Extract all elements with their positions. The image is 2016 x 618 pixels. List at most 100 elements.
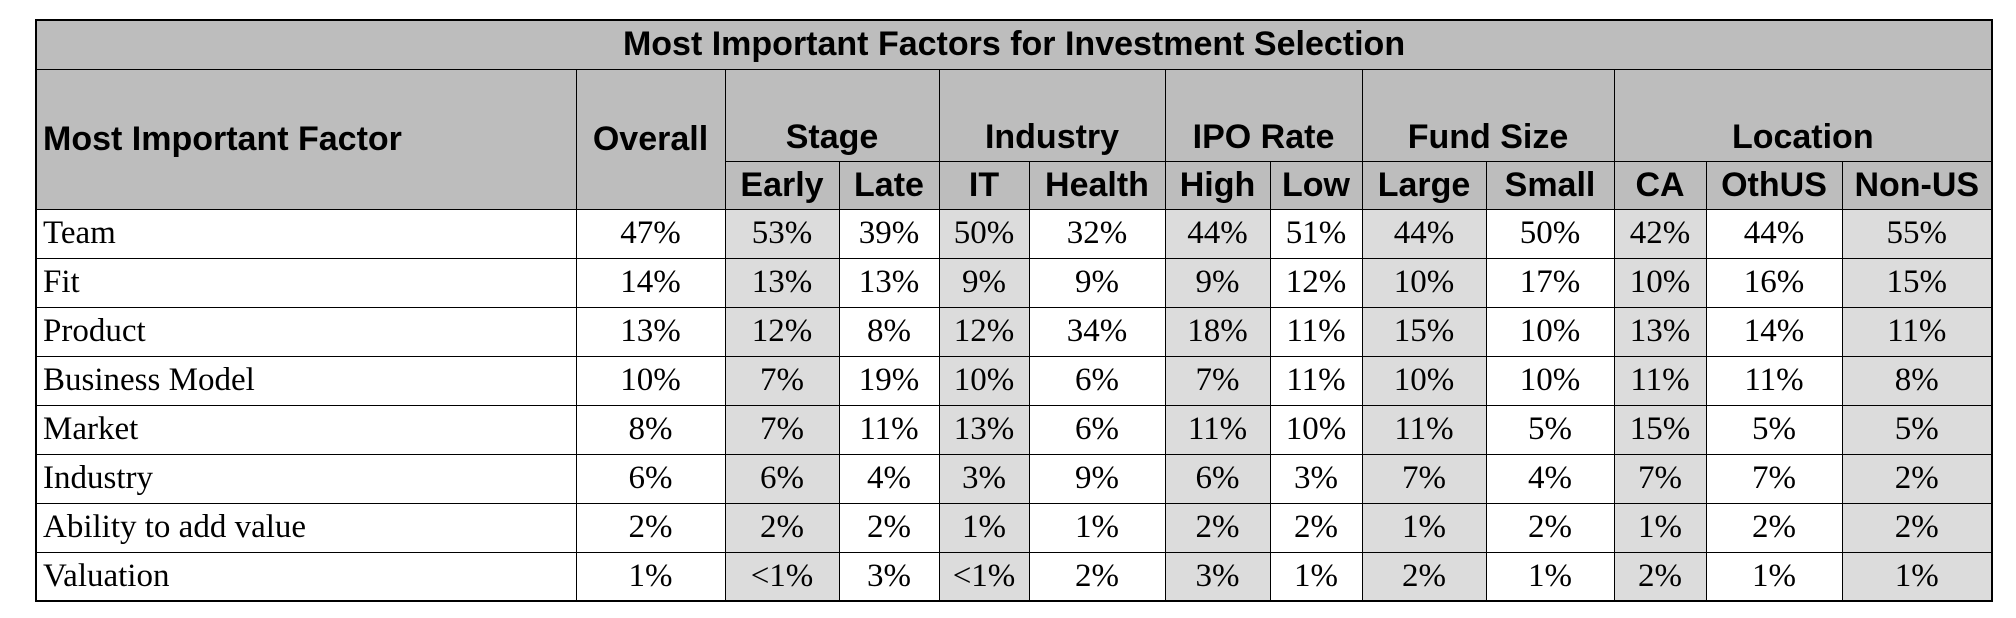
value-cell: 8%: [1841, 355, 1993, 406]
value-cell: 3%: [1164, 551, 1271, 602]
factor-label: Market: [35, 404, 577, 455]
value-cell: 1%: [938, 502, 1030, 553]
value-cell: 16%: [1705, 257, 1843, 308]
value-cell: 2%: [1361, 551, 1487, 602]
value-cell: 7%: [1164, 355, 1271, 406]
value-cell: 17%: [1485, 257, 1615, 308]
value-cell: 9%: [1028, 453, 1166, 504]
value-cell: 7%: [724, 404, 840, 455]
value-cell: 9%: [1164, 257, 1271, 308]
value-cell: 51%: [1269, 208, 1363, 259]
factor-label: Team: [35, 208, 577, 259]
group-header-ipo-rate: IPO Rate: [1164, 68, 1363, 162]
value-cell: 19%: [838, 355, 940, 406]
value-cell: 2%: [838, 502, 940, 553]
column-header-othus: OthUS: [1705, 160, 1843, 210]
value-cell: 15%: [1613, 404, 1707, 455]
factor-label: Ability to add value: [35, 502, 577, 553]
value-cell: 13%: [724, 257, 840, 308]
value-cell: 50%: [1485, 208, 1615, 259]
group-header-industry: Industry: [938, 68, 1166, 162]
value-cell: 2%: [1705, 502, 1843, 553]
column-header-early: Early: [724, 160, 840, 210]
value-cell: 7%: [1705, 453, 1843, 504]
overall-value-cell: 10%: [575, 355, 726, 406]
value-cell: 32%: [1028, 208, 1166, 259]
factor-label: Product: [35, 306, 577, 357]
value-cell: 2%: [1613, 551, 1707, 602]
group-header-fund-size: Fund Size: [1361, 68, 1615, 162]
value-cell: 7%: [1613, 453, 1707, 504]
value-cell: 10%: [1269, 404, 1363, 455]
value-cell: 44%: [1164, 208, 1271, 259]
value-cell: 44%: [1361, 208, 1487, 259]
value-cell: 8%: [838, 306, 940, 357]
value-cell: 13%: [938, 404, 1030, 455]
value-cell: 6%: [1028, 355, 1166, 406]
value-cell: 1%: [1705, 551, 1843, 602]
value-cell: 2%: [1485, 502, 1615, 553]
value-cell: 10%: [1361, 257, 1487, 308]
value-cell: 3%: [1269, 453, 1363, 504]
value-cell: 10%: [1485, 355, 1615, 406]
table-row: Valuation 1% <1% 3% <1% 2% 3% 1% 2% 1% 2% 1% 1%: [35, 551, 1993, 602]
value-cell: 1%: [1361, 502, 1487, 553]
sub-header-row: Early Late IT Health High Low Large Small CA OthU…: [36, 160, 1993, 210]
column-header-it: IT: [938, 160, 1030, 210]
value-cell: 5%: [1485, 404, 1615, 455]
column-header-late: Late: [838, 160, 940, 210]
table-row: Fit 14% 13% 13% 9% 9% 9% 12% 10% 17% 10% 16% 15%: [35, 257, 1993, 308]
value-cell: 11%: [1705, 355, 1843, 406]
overall-value-cell: 8%: [575, 404, 726, 455]
value-cell: 1%: [1841, 551, 1993, 602]
value-cell: 11%: [1361, 404, 1487, 455]
value-cell: 11%: [1269, 355, 1363, 406]
table-row: Ability to add value 2% 2% 2% 1% 1% 2% 2% 1% 2% 1%…: [35, 502, 1993, 553]
value-cell: 2%: [724, 502, 840, 553]
value-cell: 11%: [838, 404, 940, 455]
value-cell: 42%: [1613, 208, 1707, 259]
overall-value-cell: 1%: [575, 551, 726, 602]
value-cell: 55%: [1841, 208, 1993, 259]
table-row: Industry 6% 6% 4% 3% 9% 6% 3% 7% 4% 7% 7% 2%: [35, 453, 1993, 504]
table-row: Team 47% 53% 39% 50% 32% 44% 51% 44% 50% 42% 44% 55%: [35, 208, 1993, 259]
factors-table: Most Important Factors for Investment Se…: [35, 19, 1994, 602]
value-cell: 9%: [938, 257, 1030, 308]
value-cell: 5%: [1705, 404, 1843, 455]
value-cell: 34%: [1028, 306, 1166, 357]
value-cell: 39%: [838, 208, 940, 259]
factors-table-container: Most Important Factors for Investment Se…: [35, 19, 1994, 602]
value-cell: 3%: [838, 551, 940, 602]
column-header-high: High: [1164, 160, 1271, 210]
value-cell: 11%: [1841, 306, 1993, 357]
overall-value-cell: 2%: [575, 502, 726, 553]
value-cell: 44%: [1705, 208, 1843, 259]
column-header-health: Health: [1028, 160, 1166, 210]
value-cell: 4%: [838, 453, 940, 504]
factor-column-header: Most Important Factor: [35, 68, 577, 210]
value-cell: 12%: [1269, 257, 1363, 308]
value-cell: 14%: [1705, 306, 1843, 357]
table-title: Most Important Factors for Investment Se…: [35, 19, 1993, 70]
value-cell: 2%: [1841, 502, 1993, 553]
value-cell: 18%: [1164, 306, 1271, 357]
value-cell: 6%: [1164, 453, 1271, 504]
value-cell: <1%: [724, 551, 840, 602]
value-cell: 6%: [724, 453, 840, 504]
overall-value-cell: 6%: [575, 453, 726, 504]
value-cell: 5%: [1841, 404, 1993, 455]
overall-value-cell: 47%: [575, 208, 726, 259]
column-header-ca: CA: [1613, 160, 1707, 210]
value-cell: <1%: [938, 551, 1030, 602]
value-cell: 3%: [938, 453, 1030, 504]
column-header-low: Low: [1269, 160, 1363, 210]
value-cell: 10%: [1361, 355, 1487, 406]
value-cell: 2%: [1028, 551, 1166, 602]
value-cell: 11%: [1164, 404, 1271, 455]
value-cell: 53%: [724, 208, 840, 259]
overall-column-header: Overall: [575, 68, 726, 210]
value-cell: 7%: [1361, 453, 1487, 504]
value-cell: 15%: [1841, 257, 1993, 308]
value-cell: 10%: [938, 355, 1030, 406]
value-cell: 2%: [1841, 453, 1993, 504]
